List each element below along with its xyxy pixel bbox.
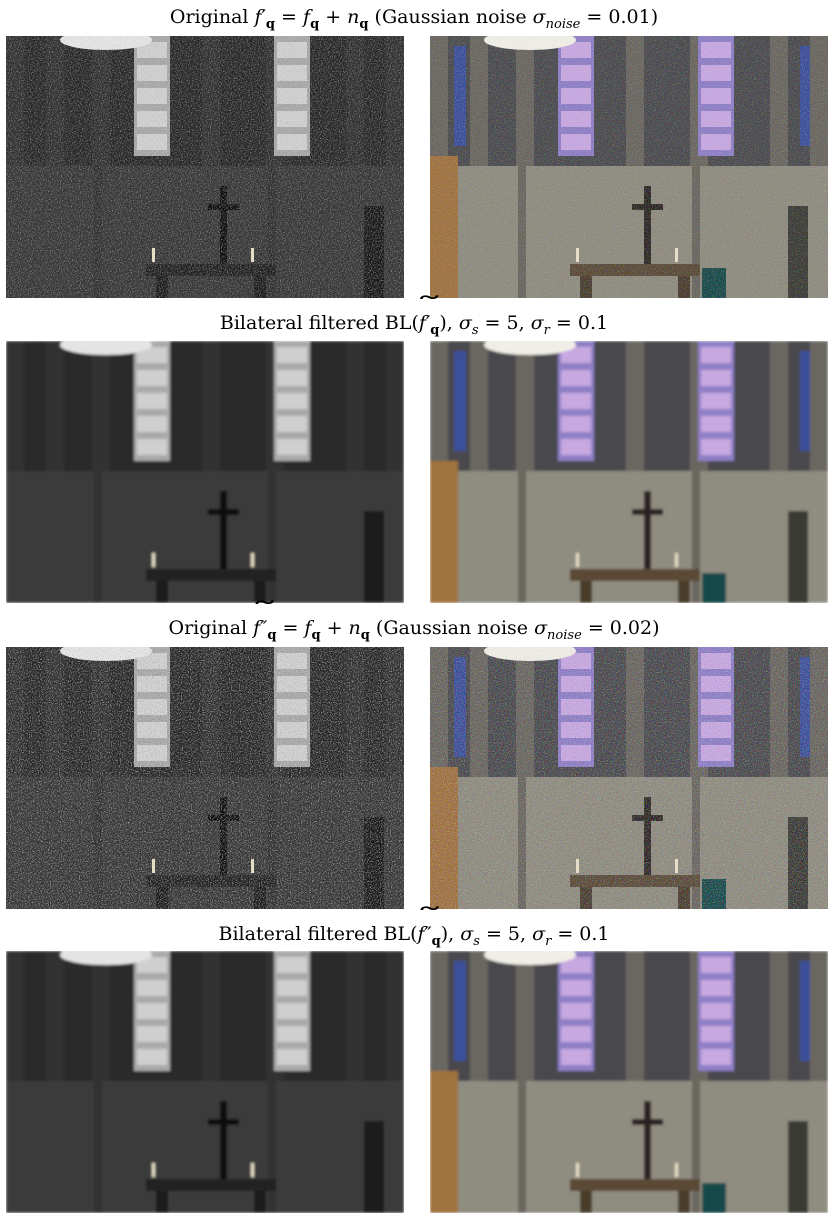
photo-color-noise-001 xyxy=(430,36,828,298)
church-interior-color-image xyxy=(430,951,828,1213)
photo-color-filtered-001 xyxy=(430,341,828,603)
church-interior-color-image xyxy=(430,36,828,298)
photo-color-noise-002 xyxy=(430,647,828,909)
church-interior-color-image xyxy=(430,647,828,909)
photo-color-filtered-002 xyxy=(430,951,828,1213)
church-interior-gray-image xyxy=(6,647,404,909)
caption-row-2: Bilateral filtered BL(f′q), σs = 5, σr =… xyxy=(0,310,828,344)
photo-gray-noise-001 xyxy=(6,36,404,298)
caption-row-4: Bilateral filtered BL(f″q), σs = 5, σr =… xyxy=(0,921,828,955)
church-interior-gray-image xyxy=(6,36,404,298)
caption-row-3: Original f″q = fq + nq (Gaussian noise σ… xyxy=(0,615,828,649)
church-interior-gray-image xyxy=(6,341,404,603)
church-interior-color-image xyxy=(430,341,828,603)
photo-gray-noise-002 xyxy=(6,647,404,909)
photo-gray-filtered-001 xyxy=(6,341,404,603)
caption-row-1: Original f′q = fq + nq (Gaussian noise σ… xyxy=(0,4,828,38)
photo-gray-filtered-002 xyxy=(6,951,404,1213)
church-interior-gray-image xyxy=(6,951,404,1213)
